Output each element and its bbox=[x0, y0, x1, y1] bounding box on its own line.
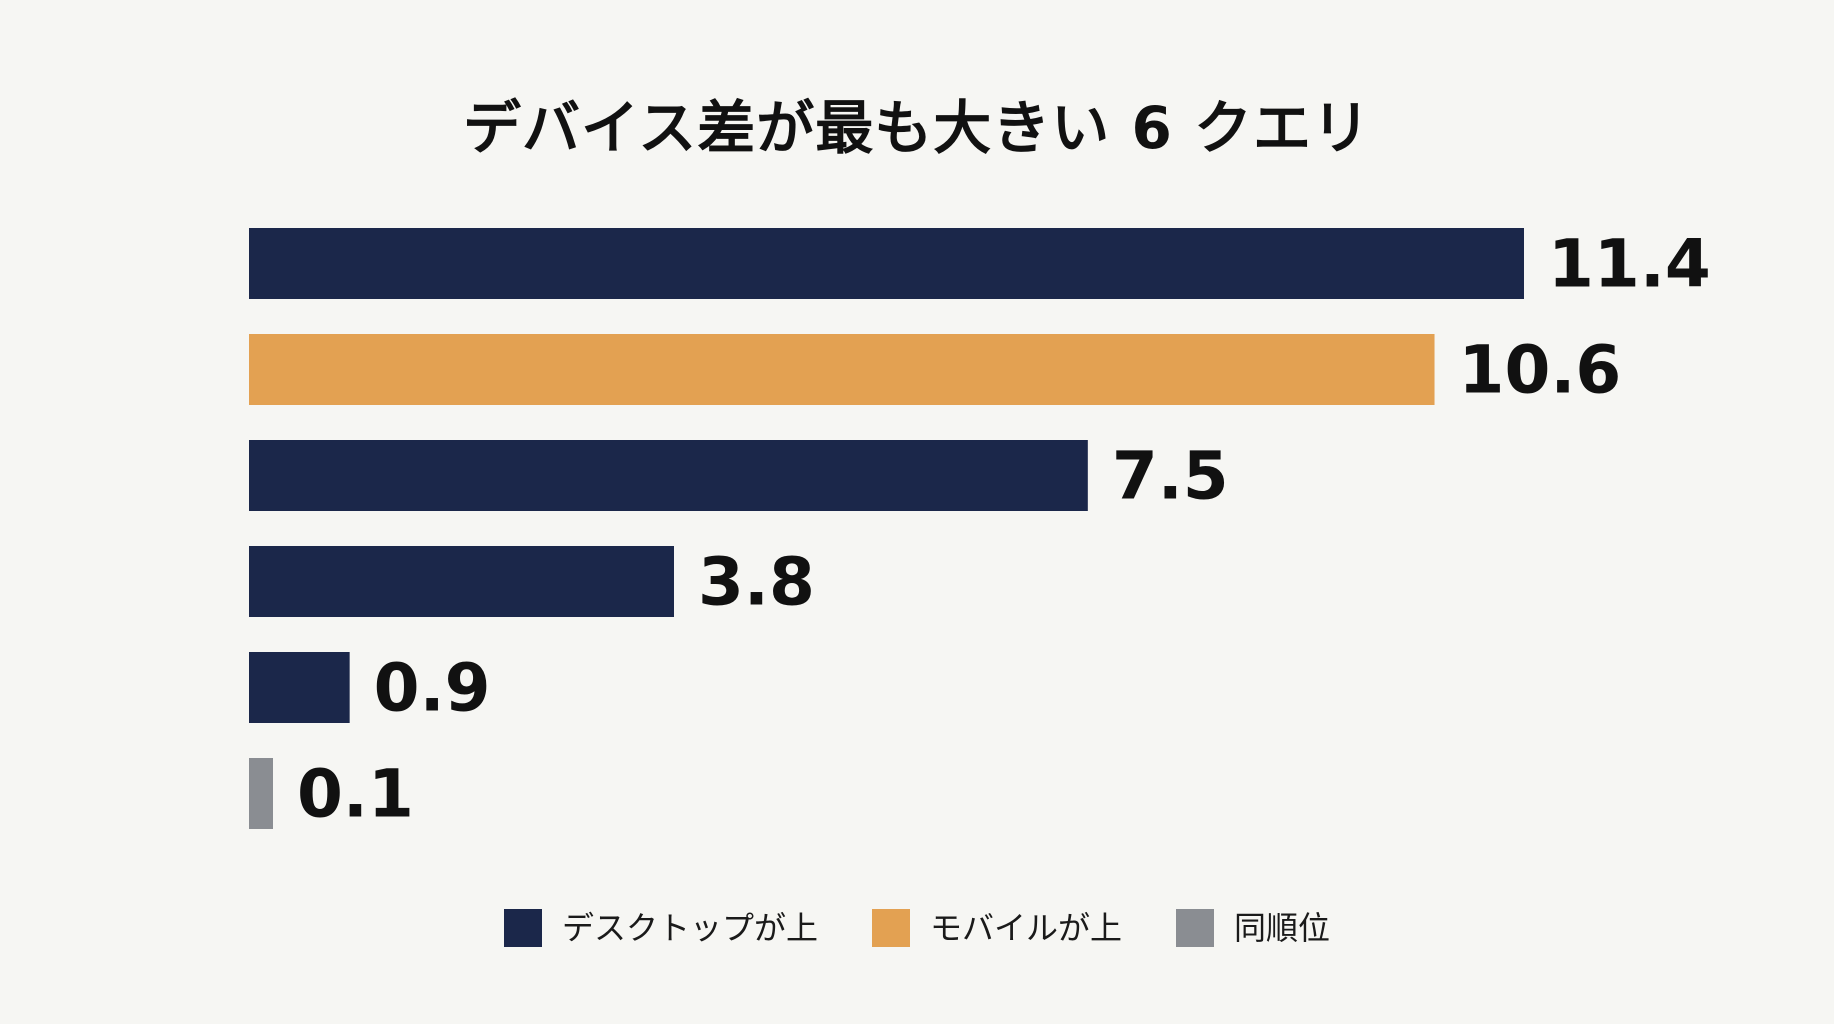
legend-swatch-mobile bbox=[871, 909, 910, 947]
bar-value-label-4: 3.8 bbox=[698, 544, 815, 621]
legend-item-mobile: モバイルが上 bbox=[871, 908, 1122, 948]
legend-swatch-same bbox=[1176, 909, 1214, 947]
legend-label-desktop: デスクトップが上 bbox=[561, 909, 818, 947]
legend-item-same: 同順位 bbox=[1176, 908, 1330, 948]
bar-value-label-5: 0.9 bbox=[374, 650, 491, 727]
bar-4 bbox=[249, 546, 674, 617]
bar-value-label-1: 11.4 bbox=[1548, 226, 1711, 303]
legend-item-desktop: デスクトップが上 bbox=[503, 908, 818, 948]
bar-3 bbox=[249, 440, 1088, 511]
legend-label-mobile: モバイルが上 bbox=[929, 909, 1122, 947]
legend-label-same: 同順位 bbox=[1234, 909, 1331, 947]
legend: デスクトップが上 モバイルが上 同順位 bbox=[0, 906, 1834, 950]
bar-6 bbox=[249, 758, 273, 829]
bar-1 bbox=[249, 228, 1524, 299]
bar-value-label-6: 0.1 bbox=[297, 756, 414, 833]
legend-swatch-desktop bbox=[503, 909, 542, 947]
chart-title: デバイス差が最も大きい 6 クエリ bbox=[462, 94, 1371, 162]
bar-value-label-3: 7.5 bbox=[1112, 438, 1229, 515]
bar-5 bbox=[249, 652, 350, 723]
bar-2 bbox=[249, 334, 1435, 405]
bar-value-label-2: 10.6 bbox=[1459, 332, 1622, 409]
